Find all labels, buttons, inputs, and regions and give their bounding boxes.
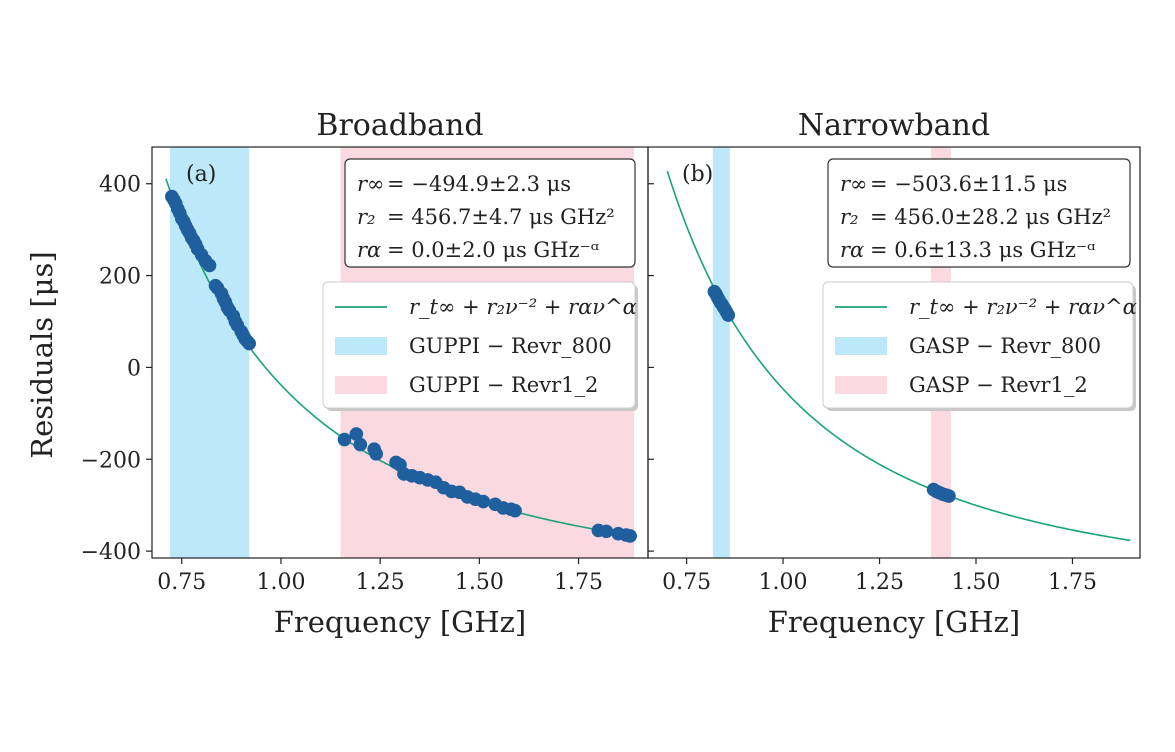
annotation-rhs-a-1: = 456.7±4.7 μs GHz² bbox=[387, 205, 615, 229]
annotation-rhs-b-2: = 0.6±13.3 μs GHz⁻ᵅ bbox=[870, 238, 1096, 262]
point-b-15 bbox=[942, 489, 956, 503]
legend-swatch-b-2 bbox=[835, 376, 887, 394]
annotation-rhs-a-0: = −494.9±2.3 μs bbox=[387, 172, 571, 196]
xtick-label-b-1: 1.00 bbox=[759, 570, 808, 595]
legend-swatch-b-1 bbox=[835, 337, 887, 355]
y-axis-label: Residuals [μs] bbox=[25, 251, 59, 458]
point-a-49 bbox=[476, 494, 491, 509]
band-b-0 bbox=[712, 147, 730, 558]
legend-label-a-0: r_t∞ + r₂ν⁻² + rαν^α bbox=[409, 295, 637, 319]
x-axis-label-b: Frequency [GHz] bbox=[768, 605, 1020, 639]
xtick-label-a-0: 0.75 bbox=[157, 570, 206, 595]
panel-letter-a: (a) bbox=[186, 162, 216, 187]
x-axis-label-a: Frequency [GHz] bbox=[274, 605, 526, 639]
ytick-label-3: −200 bbox=[81, 448, 141, 473]
legend-label-b-0: r_t∞ + r₂ν⁻² + rαν^α bbox=[909, 295, 1137, 319]
point-a-33 bbox=[349, 427, 364, 441]
legend-box-a bbox=[322, 281, 636, 409]
panel-title-b: Narrowband bbox=[798, 108, 990, 143]
ytick-label-1: 200 bbox=[99, 265, 141, 290]
annotation-lhs-b-2: rα bbox=[840, 238, 864, 262]
xtick-label-b-3: 1.50 bbox=[952, 570, 1001, 595]
annotation-lhs-a-0: r∞ bbox=[357, 172, 385, 196]
annotation-rhs-b-0: = −503.6±11.5 μs bbox=[870, 172, 1067, 196]
fit-curve-b bbox=[666, 170, 1131, 542]
panel-a: 0.75 1.00 1.25 1.50 1.75 400 200 0 −200 −400 Broad… bbox=[81, 108, 649, 639]
xtick-label-b-0: 0.75 bbox=[662, 570, 711, 595]
legend-label-b-2: GASP − Revr1_2 bbox=[909, 373, 1088, 397]
annotation-lhs-b-1: r₂ bbox=[840, 205, 858, 229]
point-a-36 bbox=[369, 446, 383, 461]
point-a-34 bbox=[353, 437, 368, 452]
axes-frame-b bbox=[647, 146, 1141, 559]
annotation-lhs-b-0: r∞ bbox=[840, 172, 868, 196]
point-a-58 bbox=[623, 529, 637, 543]
legend-box-b bbox=[822, 281, 1134, 409]
ytick-label-2: 0 bbox=[127, 356, 141, 381]
xtick-label-a-2: 1.25 bbox=[356, 570, 405, 595]
annotation-box-a bbox=[344, 158, 636, 268]
point-a-32 bbox=[337, 432, 352, 447]
annotation-rhs-a-2: = 0.0±2.0 μs GHz⁻ᵅ bbox=[387, 238, 600, 262]
legend-label-b-1: GASP − Revr_800 bbox=[909, 334, 1101, 358]
annotation-lhs-a-2: rα bbox=[357, 238, 381, 262]
legend-swatch-a-2 bbox=[335, 376, 387, 394]
legend-label-a-2: GUPPI − Revr1_2 bbox=[409, 373, 598, 397]
legend-swatch-a-1 bbox=[335, 337, 387, 355]
annotation-rhs-b-1: = 456.0±28.2 μs GHz² bbox=[870, 205, 1111, 229]
ytick-label-0: 400 bbox=[99, 173, 141, 198]
panel-b: 0.75 1.00 1.25 1.50 1.75 Narrowband Frequency … bbox=[647, 108, 1141, 639]
legend-label-a-1: GUPPI − Revr_800 bbox=[409, 334, 612, 358]
xtick-label-b-4: 1.75 bbox=[1048, 570, 1097, 595]
point-a-16 bbox=[202, 258, 217, 273]
panel-letter-b: (b) bbox=[682, 162, 713, 187]
ytick-label-4: −400 bbox=[81, 540, 141, 565]
plots: 0.75 1.00 1.25 1.50 1.75 400 200 0 −200 −400 Broad… bbox=[81, 108, 1141, 639]
point-a-55 bbox=[599, 524, 614, 539]
point-b-9 bbox=[721, 308, 736, 322]
point-a-53 bbox=[508, 503, 522, 518]
xtick-label-a-1: 1.00 bbox=[256, 570, 305, 595]
xtick-label-a-4: 1.75 bbox=[554, 570, 603, 595]
xtick-label-b-2: 1.25 bbox=[855, 570, 904, 595]
xtick-label-a-3: 1.50 bbox=[455, 570, 504, 595]
panel-title-a: Broadband bbox=[316, 108, 483, 143]
point-a-31 bbox=[242, 336, 257, 351]
annotation-lhs-a-1: r₂ bbox=[357, 205, 375, 229]
annotation-box-b bbox=[827, 158, 1131, 268]
